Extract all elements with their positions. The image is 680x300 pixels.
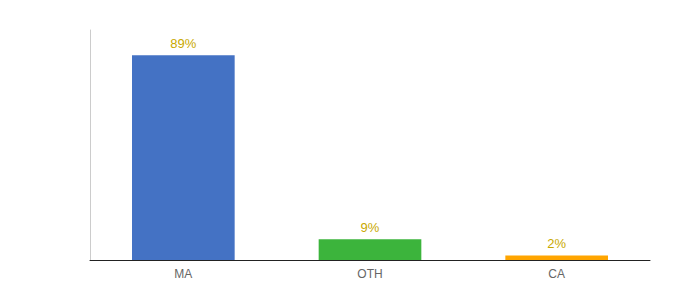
svg-text:MA: MA [174,267,192,281]
svg-text:2%: 2% [547,236,566,251]
svg-text:CA: CA [548,267,565,281]
svg-text:9%: 9% [361,220,380,235]
svg-text:OTH: OTH [357,267,382,281]
svg-text:89%: 89% [170,36,196,51]
